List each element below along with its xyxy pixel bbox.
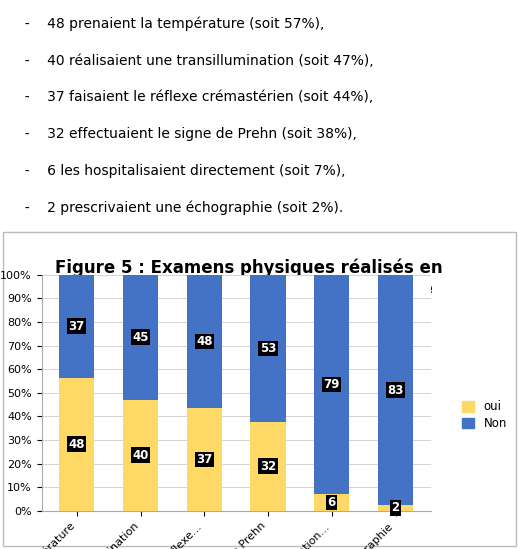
- Text: -    32 effectuaient le signe de Prehn (soit 38%),: - 32 effectuaient le signe de Prehn (soi…: [16, 127, 357, 141]
- Text: -    2 prescrivaient une échographie (soit 2%).: - 2 prescrivaient une échographie (soit …: [16, 201, 343, 215]
- Legend: oui, Non: oui, Non: [459, 397, 511, 434]
- Text: -    40 réalisaient une transillumination (soit 47%),: - 40 réalisaient une transillumination (…: [16, 54, 373, 68]
- Text: Figure 5 : Examens physiques réalisés en
cas de suspicion de torsion testiculair: Figure 5 : Examens physiques réalisés en…: [56, 259, 443, 298]
- Text: -    48 prenaient la température (soit 57%),: - 48 prenaient la température (soit 57%)…: [16, 16, 324, 31]
- Text: -    6 les hospitalisaient directement (soit 7%),: - 6 les hospitalisaient directement (soi…: [16, 164, 345, 178]
- Text: -    37 faisaient le réflexe crémastérien (soit 44%),: - 37 faisaient le réflexe crémastérien (…: [16, 91, 373, 104]
